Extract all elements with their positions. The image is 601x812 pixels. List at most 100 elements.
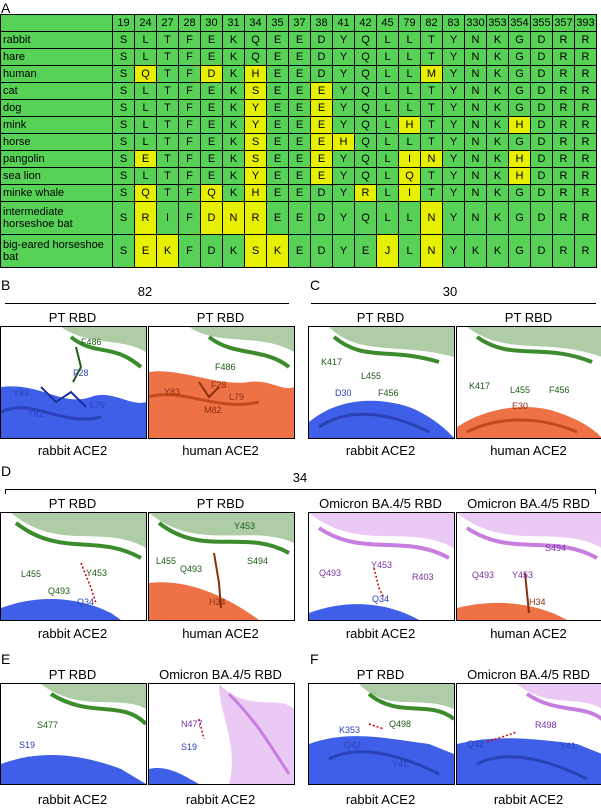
residue-cell: S xyxy=(112,48,135,66)
residue-cell: E xyxy=(266,82,289,100)
residue-cell: K xyxy=(486,234,509,268)
b-header-rule xyxy=(5,303,289,304)
residue-cell: G xyxy=(508,31,531,49)
residue-cell: D xyxy=(310,65,333,83)
residue-cell: E xyxy=(288,133,311,151)
residue-cell: L xyxy=(376,201,399,235)
c-right-res-3: E30 xyxy=(512,401,529,411)
b-left-structure: F486 F28 Y83 T82 L79 xyxy=(0,326,147,439)
residue-cell: Y xyxy=(442,133,465,151)
residue-cell: E xyxy=(266,167,289,185)
residue-cell: N xyxy=(464,184,487,202)
residue-cell: D xyxy=(200,234,223,268)
residue-cell: R xyxy=(574,82,597,100)
residue-cell: R xyxy=(552,234,575,268)
residue-cell: D xyxy=(310,201,333,235)
residue-cell: E xyxy=(266,31,289,49)
residue-cell: E xyxy=(288,48,311,66)
residue-cell: L xyxy=(376,116,399,134)
position-header-cell: 24 xyxy=(134,14,157,32)
panel-label-d: D xyxy=(1,463,12,479)
d-p2-structure-art xyxy=(149,513,294,620)
b-left-structure-art xyxy=(1,327,146,438)
residue-cell: Q xyxy=(244,31,267,49)
position-header-cell: 355 xyxy=(530,14,553,32)
b-left-res-4: L79 xyxy=(90,400,106,410)
residue-cell: Y xyxy=(332,65,355,83)
c-left-rbd-title: PT RBD xyxy=(356,310,405,325)
residue-cell: Y xyxy=(332,167,355,185)
residue-cell: Q xyxy=(244,48,267,66)
d-rule-tick-right xyxy=(595,489,596,494)
residue-cell: T xyxy=(420,167,443,185)
residue-cell: T xyxy=(156,48,179,66)
residue-cell: S xyxy=(244,82,267,100)
residue-cell: L xyxy=(398,99,421,117)
residue-cell: R xyxy=(244,201,267,235)
residue-cell: E xyxy=(288,150,311,168)
c-right-ace-title: human ACE2 xyxy=(490,443,567,458)
c-header: 30 xyxy=(442,284,458,299)
f-right-res-0: R498 xyxy=(535,720,557,730)
residue-cell: E xyxy=(310,116,333,134)
residue-cell: Y xyxy=(244,99,267,117)
residue-cell: R xyxy=(574,150,597,168)
e-left-ace-title: rabbit ACE2 xyxy=(37,792,108,807)
f-right-structure: R498 Q42 Y41 xyxy=(456,683,601,785)
residue-cell: L xyxy=(134,99,157,117)
residue-cell: E xyxy=(310,82,333,100)
d-p2-res-1: L455 xyxy=(156,556,177,566)
residue-cell: E xyxy=(200,99,223,117)
residue-cell: N xyxy=(420,201,443,235)
residue-cell: E xyxy=(310,133,333,151)
residue-cell: E xyxy=(200,150,223,168)
residue-cell: E xyxy=(288,99,311,117)
residue-cell: E xyxy=(354,234,377,268)
position-header-cell: 42 xyxy=(354,14,377,32)
residue-cell: E xyxy=(200,48,223,66)
residue-cell: N xyxy=(464,65,487,83)
residue-cell: F xyxy=(178,184,201,202)
residue-cell: D xyxy=(530,99,553,117)
species-name-cell: minke whale xyxy=(0,184,113,202)
d-p4-res-2: Y453 xyxy=(512,570,534,580)
b-left-ace-title: rabbit ACE2 xyxy=(37,443,108,458)
residue-cell: K xyxy=(222,48,245,66)
residue-cell: G xyxy=(508,184,531,202)
residue-cell: R xyxy=(552,167,575,185)
residue-cell: K xyxy=(222,167,245,185)
residue-cell: Y xyxy=(442,48,465,66)
residue-cell: F xyxy=(178,133,201,151)
residue-cell: R xyxy=(134,201,157,235)
residue-cell: S xyxy=(112,133,135,151)
residue-cell: S xyxy=(112,116,135,134)
residue-cell: Q xyxy=(134,184,157,202)
residue-cell: H xyxy=(508,167,531,185)
position-header-cell: 30 xyxy=(200,14,223,32)
d-p2-rbd-title: PT RBD xyxy=(196,496,245,511)
residue-cell: Y xyxy=(442,65,465,83)
residue-cell: S xyxy=(112,167,135,185)
residue-cell: K xyxy=(222,150,245,168)
residue-cell: E xyxy=(288,167,311,185)
species-name-cell: rabbit xyxy=(0,31,113,49)
residue-cell: D xyxy=(530,150,553,168)
position-header-cell: 38 xyxy=(310,14,333,32)
residue-cell: L xyxy=(134,31,157,49)
residue-cell: T xyxy=(156,82,179,100)
position-header-cell: 31 xyxy=(222,14,245,32)
panel-label-c: C xyxy=(310,277,321,293)
residue-cell: F xyxy=(178,201,201,235)
residue-cell: E xyxy=(266,184,289,202)
residue-cell: K xyxy=(222,65,245,83)
d-p3-res-3: Q34 xyxy=(372,594,390,604)
residue-cell: I xyxy=(156,201,179,235)
table-corner-cell xyxy=(0,14,113,32)
residue-cell: L xyxy=(134,48,157,66)
residue-cell: K xyxy=(486,48,509,66)
residue-cell: T xyxy=(156,150,179,168)
table-row: hare S L T F E K Q E E D Y Q L L T Y N K G D R R xyxy=(0,48,597,66)
residue-cell: Q xyxy=(354,201,377,235)
residue-cell: Y xyxy=(442,150,465,168)
position-header-cell: 354 xyxy=(508,14,531,32)
